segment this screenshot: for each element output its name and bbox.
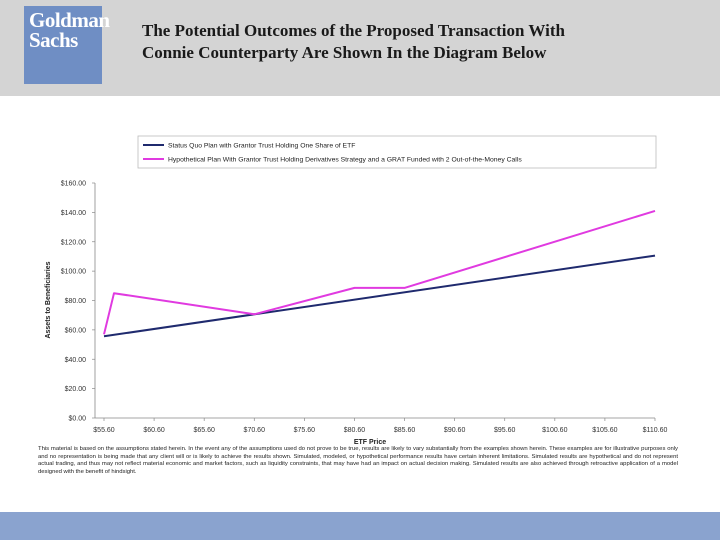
x-tick-label: $65.60: [193, 427, 215, 434]
x-tick-label: $80.60: [344, 427, 366, 434]
x-tick-label: $90.60: [444, 427, 466, 434]
x-tick-labels: $55.60 $60.60 $65.60 $70.60 $75.60 $80.60 $85.…: [93, 418, 667, 434]
y-tick-label: $80.00: [65, 298, 87, 305]
x-tick-label: $60.60: [143, 427, 165, 434]
y-tick-label: $20.00: [65, 386, 87, 393]
x-tick-label: $105.60: [592, 427, 617, 434]
legend-label-status-quo: Status Quo Plan with Grantor Trust Holdi…: [168, 143, 355, 150]
x-tick-label: $110.60: [643, 427, 668, 434]
legend-label-hypothetical: Hypothetical Plan With Grantor Trust Hol…: [168, 157, 522, 164]
goldman-sachs-logo: Goldman Sachs: [24, 6, 110, 84]
x-tick-label: $70.60: [244, 427, 266, 434]
y-tick-label: $40.00: [65, 357, 87, 364]
x-tick-label: $75.60: [294, 427, 316, 434]
y-tick-label: $60.00: [65, 327, 87, 334]
y-tick-label: $140.00: [61, 210, 86, 217]
y-tick-label: $100.00: [61, 269, 86, 276]
y-tick-label: $0.00: [68, 416, 86, 423]
footer-bar: [0, 512, 720, 540]
y-tick-label: $160.00: [61, 181, 86, 188]
y-tick-label: $120.00: [61, 239, 86, 246]
logo-line-2: Sachs: [29, 28, 78, 52]
logo-line-1: Goldman: [29, 8, 110, 32]
chart-legend: Status Quo Plan with Grantor Trust Holdi…: [137, 135, 657, 169]
slide-title: The Potential Outcomes of the Proposed T…: [142, 20, 702, 64]
x-tick-label: $95.60: [494, 427, 516, 434]
series-line-hypothetical: [103, 209, 656, 335]
disclaimer-text: This material is based on the assumption…: [38, 446, 678, 475]
title-line-1: The Potential Outcomes of the Proposed T…: [142, 21, 565, 40]
title-line-2: Connie Counterparty Are Shown In the Dia…: [142, 43, 547, 62]
series-lines: [103, 209, 656, 338]
header-bar: Goldman Sachs The Potential Outcomes of …: [0, 0, 720, 96]
x-tick-label: $100.60: [542, 427, 567, 434]
plot-area: $0.00 $20.00 $40.00 $60.00 $80.00 $100.00 $120…: [45, 181, 667, 447]
x-tick-label: $85.60: [394, 427, 416, 434]
y-axis-label: Assets to Beneficiaries: [45, 261, 52, 338]
x-tick-label: $55.60: [93, 427, 115, 434]
y-tick-labels: $0.00 $20.00 $40.00 $60.00 $80.00 $100.00 $120…: [61, 181, 95, 423]
legend-box: [137, 135, 657, 169]
series-line-status-quo: [103, 254, 656, 338]
x-axis-label: ETF Price: [354, 439, 386, 446]
payoff-chart: Status Quo Plan with Grantor Trust Holdi…: [45, 135, 667, 447]
